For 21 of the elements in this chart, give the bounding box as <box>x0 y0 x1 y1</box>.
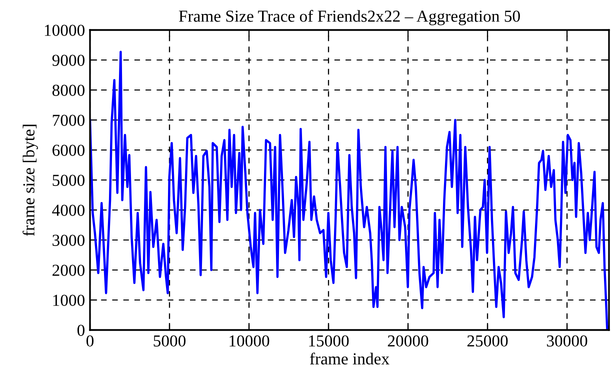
y-tick-label: 7000 <box>52 114 85 126</box>
y-tick-label: 8000 <box>52 84 85 96</box>
y-tick-label: 4000 <box>52 204 85 216</box>
x-tick-label: 30000 <box>546 335 588 347</box>
y-tick-label: 5000 <box>52 174 85 186</box>
y-tick-label: 9000 <box>52 54 85 66</box>
x-tick-label: 10000 <box>230 335 270 347</box>
y-axis-title: frame size [byte] <box>22 124 38 236</box>
x-tick-label: 15000 <box>309 335 349 347</box>
y-tick-label: 6000 <box>52 144 85 156</box>
x-tick-label: 25000 <box>467 335 508 347</box>
chart-title: Frame Size Trace of Friends2x22 – Aggregation 50 <box>178 10 520 26</box>
x-tick-label: 5000 <box>154 335 186 347</box>
y-tick-label: 3000 <box>52 234 85 246</box>
y-tick-label: 2000 <box>52 264 85 276</box>
x-axis-title: frame index <box>310 352 390 364</box>
y-tick-label: 0 <box>77 324 85 336</box>
y-tick-label: 10000 <box>44 24 85 36</box>
y-tick-label: 1000 <box>53 294 85 306</box>
x-tick-label: 0 <box>86 335 94 347</box>
x-tick-label: 20000 <box>388 335 428 347</box>
